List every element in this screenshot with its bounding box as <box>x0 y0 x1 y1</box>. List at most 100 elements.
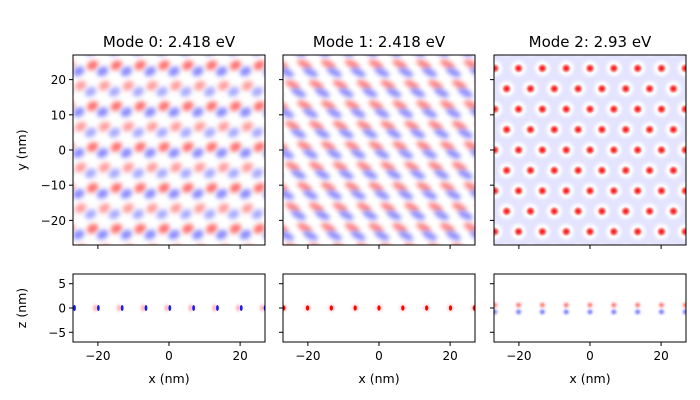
mode1-lobe-neg <box>446 108 461 119</box>
mode1-lobe-pos <box>440 59 455 70</box>
mode0-lobe-neg <box>144 148 156 158</box>
mode2-spot <box>494 63 500 74</box>
mode0-lobe-neg <box>96 188 109 199</box>
mode0-lobe-pos <box>217 80 230 91</box>
mode2-spot <box>537 144 548 156</box>
mode0-lobe-pos <box>241 203 254 214</box>
side0-lobe-neg <box>96 305 100 311</box>
mode2-spot <box>537 103 548 115</box>
side2-lobe-pos <box>494 302 498 308</box>
mode1-lobe-pos <box>474 159 492 173</box>
mode2-spot <box>632 226 643 237</box>
mode0-lobe-neg <box>144 229 156 240</box>
mode0-lobe-pos <box>253 60 265 71</box>
mode0-lobe-neg <box>227 168 240 179</box>
mode1-lobe-neg <box>327 67 342 78</box>
y-axis-label: y (nm) <box>14 129 29 170</box>
mode1-lobe-pos <box>283 181 288 192</box>
mode1-lobe-neg <box>327 189 342 200</box>
mode0-lobe-pos <box>74 121 87 132</box>
mode0-lobe-pos <box>205 101 218 112</box>
mode0-lobe-pos <box>241 80 254 91</box>
mode1-lobe-pos <box>428 79 443 90</box>
mode0-lobe-pos <box>49 242 64 256</box>
mode2-spot <box>692 247 700 257</box>
mode0-lobe-pos <box>217 162 230 173</box>
mode0-lobe-neg <box>204 127 216 138</box>
mode1-lobe-neg <box>374 149 390 159</box>
mode2-spot <box>478 43 488 53</box>
mode1-lobe-pos <box>344 181 360 192</box>
mode1-lobe-pos <box>344 59 360 70</box>
mode0-lobe-neg <box>120 229 133 240</box>
mode1-lobe-neg <box>350 149 366 159</box>
mode1-lobe-pos <box>321 181 336 192</box>
mode0-lobe-pos <box>253 182 265 193</box>
mode2-spot <box>584 185 596 197</box>
mode0-lobe-neg <box>239 148 252 158</box>
mode1-lobe-pos <box>380 79 396 90</box>
mode1-lobe-neg <box>446 67 461 78</box>
mode2-spot <box>608 226 620 237</box>
side0-lobe-neg <box>120 305 124 311</box>
mode2-spot <box>584 144 596 156</box>
mode1-lobe-neg <box>291 210 306 221</box>
side0-lobe-pos <box>93 304 98 312</box>
mode1-lobe-pos <box>440 181 455 192</box>
mode0-lobe-neg <box>178 248 193 262</box>
mode0-lobe-pos <box>194 162 206 173</box>
mode1-lobe-pos <box>344 100 360 111</box>
mode0-lobe-neg <box>226 248 241 262</box>
mode1-lobe-pos <box>452 79 467 90</box>
side1-dot <box>353 305 357 311</box>
mode2-spot <box>572 206 584 217</box>
mode2-spot <box>560 185 572 197</box>
mode1-lobe-neg <box>315 210 330 221</box>
mode1-lobe-pos <box>404 202 419 213</box>
mode2-spot <box>560 226 572 237</box>
mode1-lobe-pos <box>297 181 312 192</box>
mode0-lobe-neg <box>168 188 180 199</box>
mode0-lobe-neg <box>180 209 192 220</box>
mode2-spot <box>668 124 679 135</box>
mode2-spot <box>632 103 643 115</box>
mode1-lobe-neg <box>433 249 451 263</box>
mode1-lobe-neg <box>434 128 449 139</box>
mode1-lobe-pos <box>416 141 431 151</box>
mode2-spot <box>644 247 654 257</box>
side0-lobe-neg <box>144 305 148 311</box>
mode0-lobe-pos <box>134 182 146 193</box>
mode2-spot <box>692 124 700 134</box>
mode2-spot <box>549 165 560 176</box>
mode0-lobe-neg <box>202 248 217 262</box>
mode1-lobe-pos <box>285 79 300 90</box>
x-tick-label: −20 <box>85 349 110 363</box>
x-tick-label: −20 <box>295 349 320 363</box>
mode2-spot <box>525 124 536 135</box>
x-axis-label-0: x (nm) <box>148 371 189 386</box>
mode1-lobe-pos <box>452 161 467 172</box>
mode0-lobe-pos <box>194 80 206 91</box>
mode1-lobe-neg <box>291 87 306 98</box>
mode2-spot <box>549 124 560 135</box>
side0-lobe-pos <box>116 304 122 312</box>
mode0-lobe-pos <box>170 80 182 91</box>
mode1-lobe-neg <box>350 230 366 241</box>
mode2-spot <box>549 206 560 217</box>
y-tick-label: −20 <box>41 214 66 228</box>
mode1-lobe-neg <box>350 67 366 78</box>
side0-lobe-pos <box>164 304 169 312</box>
side1-dot <box>472 305 475 311</box>
z-axis-label: z (nm) <box>14 288 29 328</box>
mode1-lobe-pos <box>285 120 300 131</box>
mode0-lobe-neg <box>204 168 216 179</box>
mode1-lobe-pos <box>380 161 396 172</box>
mode2-spot <box>494 226 500 237</box>
mode1-lobe-neg <box>470 67 475 78</box>
mode0-lobe-neg <box>131 248 146 262</box>
mode0-lobe-neg <box>96 107 109 118</box>
mode1-lobe-pos <box>309 161 324 172</box>
y-tick-label: 20 <box>51 73 66 87</box>
mode2-spot <box>573 247 583 257</box>
mode0-lobe-pos <box>182 60 194 71</box>
